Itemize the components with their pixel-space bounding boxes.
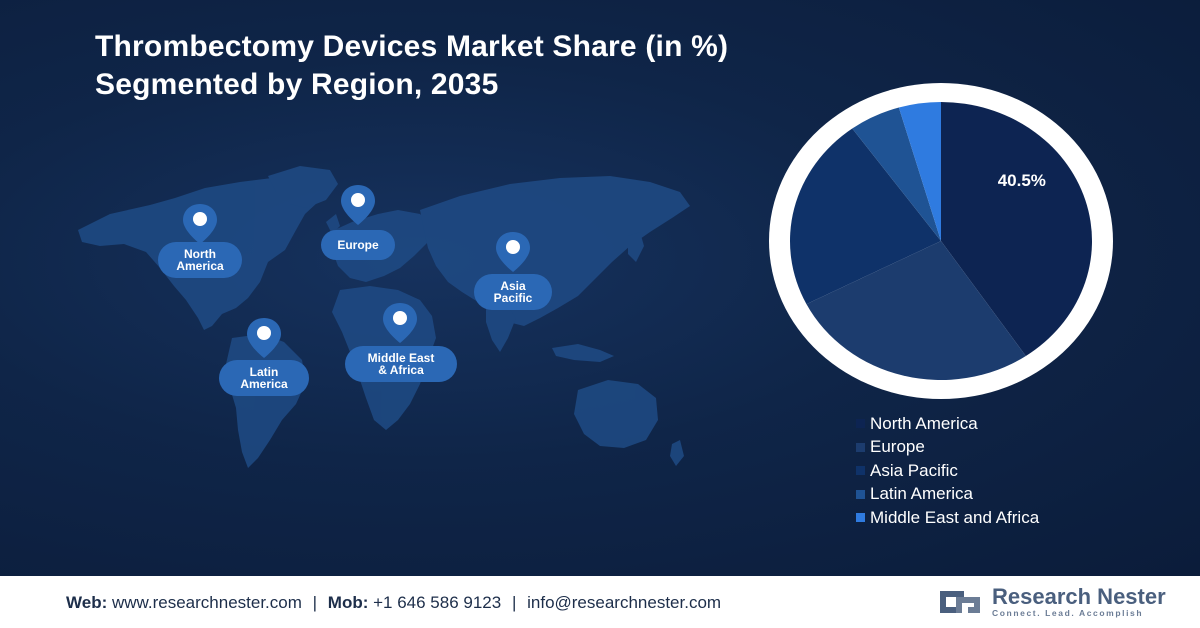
world-map bbox=[78, 166, 690, 468]
legend-item: Middle East and Africa bbox=[856, 506, 1039, 530]
legend-item: North America bbox=[856, 412, 1039, 436]
region-label-middle-east-africa: Middle East & Africa bbox=[345, 346, 457, 382]
legend-swatch bbox=[856, 419, 865, 429]
logo-name: Research Nester bbox=[992, 584, 1166, 609]
map-india bbox=[486, 304, 516, 352]
web-label: Web: bbox=[66, 593, 108, 612]
pin-europe bbox=[341, 185, 375, 225]
map-australia bbox=[574, 380, 658, 448]
pie-slice-latin-america bbox=[852, 107, 941, 241]
region-label-europe: Europe bbox=[321, 230, 395, 260]
research-nester-logo-icon bbox=[940, 591, 980, 613]
pin-latin-america bbox=[247, 318, 281, 358]
map-asia bbox=[420, 176, 690, 326]
legend-swatch bbox=[856, 513, 865, 523]
infographic-panel: Thrombectomy Devices Market Share (in %)… bbox=[0, 0, 1200, 576]
region-label-asia-pacific: Asia Pacific bbox=[474, 274, 552, 310]
pie-data-label-north-america: 40.5% bbox=[998, 171, 1046, 190]
pin-north-america bbox=[183, 204, 217, 244]
legend-label: Latin America bbox=[870, 484, 973, 504]
title-line-2: Segmented by Region, 2035 bbox=[95, 68, 499, 101]
mob-label: Mob: bbox=[327, 593, 369, 612]
legend-swatch bbox=[856, 442, 865, 452]
legend-item: Europe bbox=[856, 436, 1039, 460]
pie-slice-middle-east-and-africa bbox=[898, 102, 941, 241]
chart-legend: North America Europe Asia Pacific Latin Ame… bbox=[856, 412, 1039, 530]
region-label-north-america: North America bbox=[158, 242, 242, 278]
legend-label: North America bbox=[870, 413, 978, 433]
contact-info: Web: www.researchnester.com | Mob: +1 64… bbox=[66, 593, 721, 613]
map-greenland bbox=[268, 166, 338, 208]
legend-swatch bbox=[856, 489, 865, 499]
pie-slice-north-america bbox=[941, 102, 1092, 356]
legend-label: Europe bbox=[870, 437, 925, 457]
pin-middle-east-africa bbox=[383, 303, 417, 343]
legend-label: Middle East and Africa bbox=[870, 507, 1040, 527]
separator-1: | bbox=[312, 593, 318, 612]
title-line-1: Thrombectomy Devices Market Share (in %) bbox=[95, 30, 729, 63]
web-value: www.researchnester.com bbox=[111, 593, 302, 612]
legend-swatch bbox=[856, 466, 865, 476]
footer: Web: www.researchnester.com | Mob: +1 64… bbox=[0, 576, 1200, 628]
logo-tagline: Connect. Lead. Accomplish bbox=[992, 608, 1144, 618]
separator-2: | bbox=[511, 593, 517, 612]
legend-item: Latin America bbox=[856, 483, 1039, 507]
pie-chart: 40.5% bbox=[768, 82, 1114, 405]
legend-label: Asia Pacific bbox=[870, 460, 958, 480]
email-value: info@researchnester.com bbox=[527, 593, 722, 612]
pie-slice-asia-pacific bbox=[790, 128, 941, 305]
legend-item: Asia Pacific bbox=[856, 459, 1039, 483]
map-indonesia bbox=[552, 344, 614, 362]
map-japan bbox=[628, 232, 644, 262]
map-new-zealand bbox=[670, 440, 684, 466]
region-label-latin-america: Latin America bbox=[219, 360, 309, 396]
map-uk bbox=[326, 214, 340, 234]
pin-asia-pacific bbox=[496, 232, 530, 272]
chart-title: Thrombectomy Devices Market Share (in %)… bbox=[95, 28, 728, 104]
research-nester-logo: Research Nester Connect. Lead. Accomplis… bbox=[936, 586, 1166, 618]
mob-value: +1 646 586 9123 bbox=[373, 593, 502, 612]
pie-slice-europe bbox=[806, 241, 1026, 380]
pie-chart-svg: 40.5% bbox=[769, 83, 1113, 399]
